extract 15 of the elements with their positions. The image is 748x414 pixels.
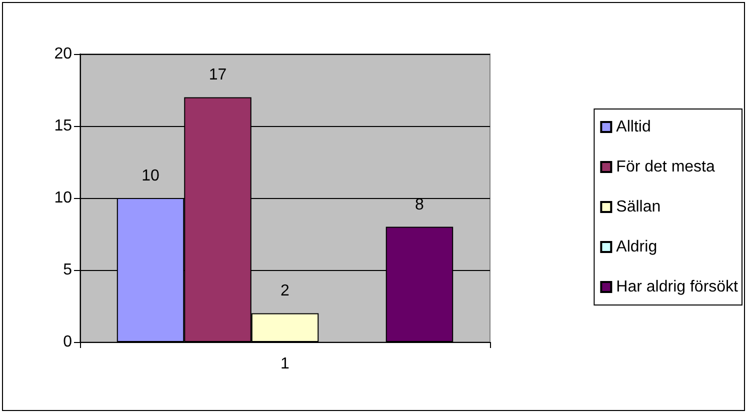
y-tick-label: 5: [63, 262, 72, 278]
y-tick-label: 15: [54, 118, 72, 134]
y-tick-label: 20: [54, 46, 72, 62]
legend-label: Alltid: [616, 118, 651, 136]
data-label: 10: [142, 168, 160, 184]
data-label: 2: [280, 282, 290, 300]
y-tick-label: 0: [63, 334, 72, 350]
legend-label: Har aldrig försökt: [616, 278, 739, 296]
legend-label: Sällan: [616, 198, 661, 216]
data-label: 8: [415, 196, 424, 214]
legend-label: Aldrig: [616, 238, 658, 256]
legend-label: För det mesta: [616, 158, 715, 176]
x-tick-label: 1: [280, 356, 290, 372]
y-tick-label: 10: [54, 190, 72, 206]
data-label: 17: [208, 66, 227, 84]
